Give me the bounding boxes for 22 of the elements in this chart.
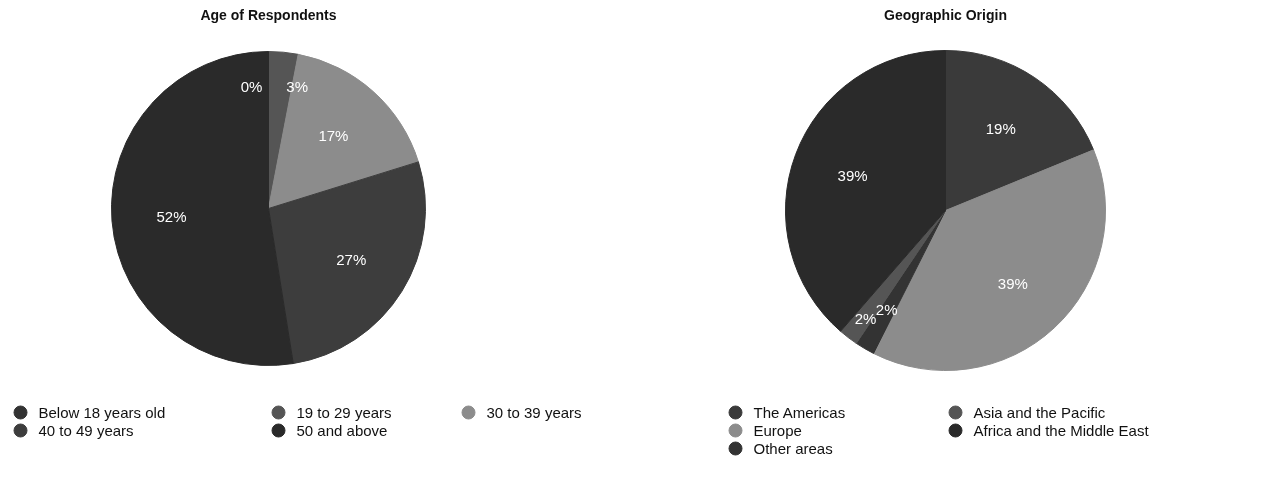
legend-label: Europe bbox=[753, 422, 802, 439]
text: 0% bbox=[240, 77, 263, 95]
chart-title: Age of Respondents bbox=[200, 6, 337, 23]
legend-label: Africa and the Middle East bbox=[973, 422, 1150, 439]
legend-label: The Americas bbox=[753, 404, 846, 421]
data-label: 2% bbox=[854, 309, 877, 327]
chart-title: Geographic Origin bbox=[884, 6, 1007, 23]
legend-label: 40 to 49 years bbox=[38, 422, 134, 439]
legend-label: 50 and above bbox=[296, 422, 388, 439]
data-label: 3% bbox=[286, 78, 308, 96]
legend-label: Other areas bbox=[753, 440, 833, 457]
legend-label: Below 18 years old bbox=[38, 404, 166, 421]
data-label: 52% bbox=[156, 207, 187, 225]
data-label: 17% bbox=[318, 127, 349, 145]
data-label: 27% bbox=[336, 251, 367, 269]
data-label: 2% bbox=[875, 301, 898, 319]
data-label: 39% bbox=[997, 274, 1028, 292]
legend-label: Asia and the Pacific bbox=[973, 404, 1106, 421]
data-label: 19% bbox=[985, 119, 1016, 137]
data-label: 39% bbox=[837, 167, 868, 185]
legend-label: 30 to 39 years bbox=[486, 404, 582, 421]
legend-label: 19 to 29 years bbox=[296, 404, 392, 421]
